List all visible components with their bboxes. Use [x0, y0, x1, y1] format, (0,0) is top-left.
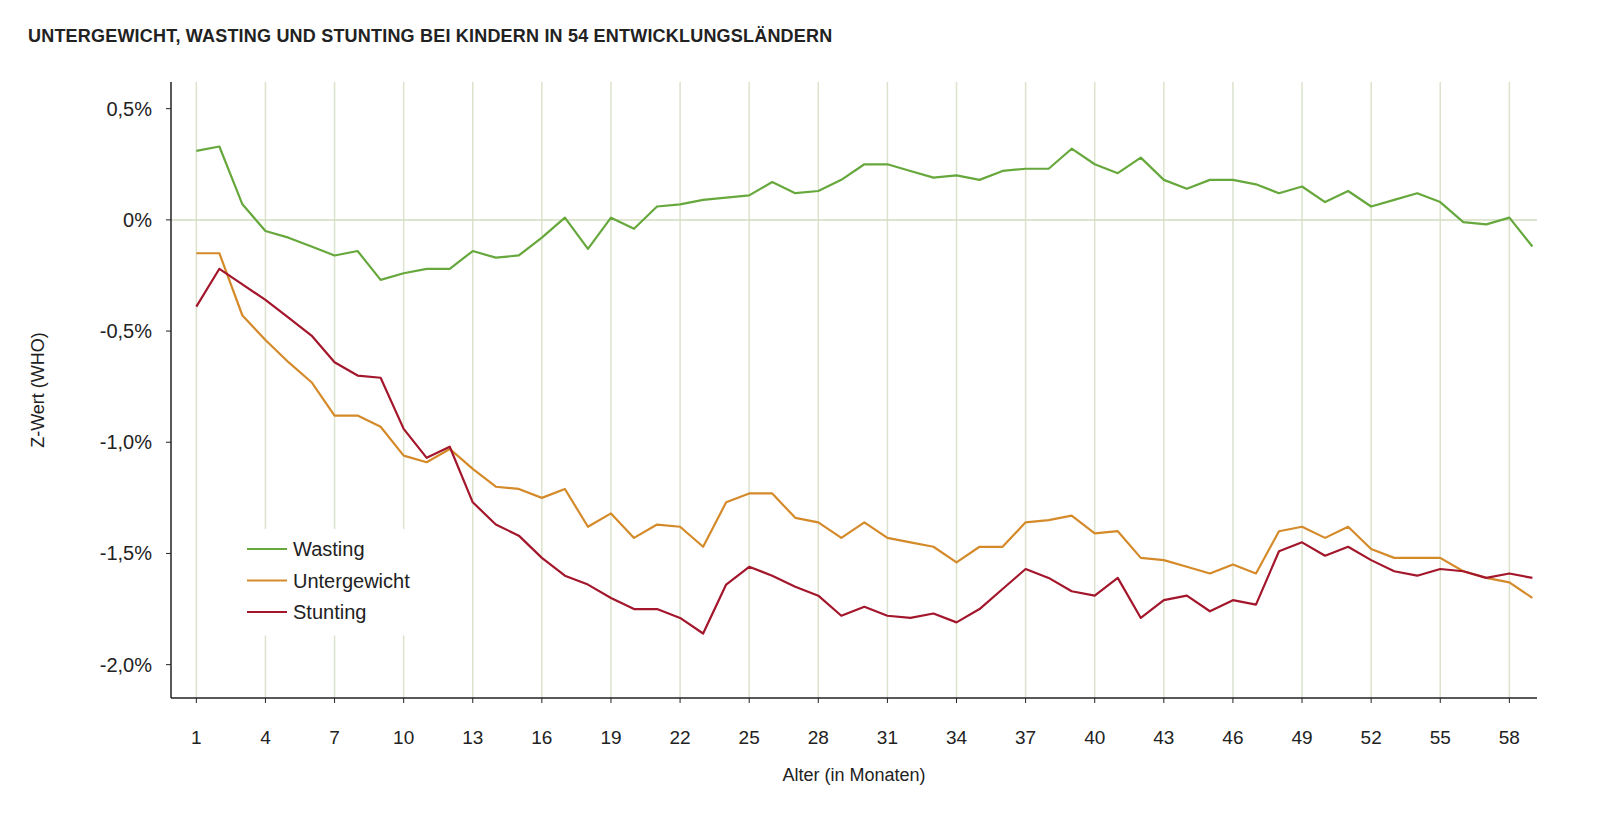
legend-swatch	[247, 611, 287, 613]
x-tick-label: 4	[260, 727, 271, 748]
grid-line-x	[196, 82, 198, 698]
grid-line-x	[887, 82, 889, 698]
x-tick-label: 10	[393, 727, 414, 748]
x-tick-label: 43	[1153, 727, 1174, 748]
y-tick-label: -1,0%	[100, 431, 152, 453]
x-tick-label: 31	[877, 727, 898, 748]
x-tick-label: 19	[600, 727, 621, 748]
x-tick-label: 46	[1222, 727, 1243, 748]
x-tick	[680, 698, 681, 703]
grid-line-x	[1163, 82, 1165, 698]
y-axis-line	[170, 82, 172, 698]
y-tick-label: -0,5%	[100, 320, 152, 342]
x-tick	[1509, 698, 1510, 703]
y-tick-label: 0,5%	[106, 98, 152, 120]
grid-line-y	[171, 219, 1537, 221]
y-tick-label: -2,0%	[100, 654, 152, 676]
chart: UNTERGEWICHT, WASTING UND STUNTING BEI K…	[0, 0, 1600, 815]
grid-line-x	[1440, 82, 1442, 698]
grid-line-x	[679, 82, 681, 698]
y-tick	[166, 442, 171, 443]
y-tick-label: -1,5%	[100, 542, 152, 564]
x-tick-label: 55	[1430, 727, 1451, 748]
x-axis-title: Alter (in Monaten)	[782, 765, 925, 785]
legend: Wasting Untergewicht Stunting	[239, 529, 439, 636]
grid-line-x	[1025, 82, 1027, 698]
x-tick	[541, 698, 542, 703]
legend-swatch	[247, 579, 287, 581]
grid-line-x	[1232, 82, 1234, 698]
x-tick-label: 40	[1084, 727, 1105, 748]
x-tick	[403, 698, 404, 703]
x-tick	[887, 698, 888, 703]
legend-label: Stunting	[293, 601, 366, 623]
legend-label: Wasting	[293, 538, 365, 560]
x-tick	[1440, 698, 1441, 703]
grid-line-x	[1094, 82, 1096, 698]
series-line	[196, 269, 1532, 634]
x-tick	[1163, 698, 1164, 703]
x-tick-label: 1	[191, 727, 202, 748]
y-tick	[166, 219, 171, 220]
x-tick	[1232, 698, 1233, 703]
x-tick	[472, 698, 473, 703]
y-tick-label: 0%	[123, 209, 152, 231]
x-tick-label: 22	[670, 727, 691, 748]
grid	[171, 82, 1537, 698]
y-tick	[166, 664, 171, 665]
grid-line-x	[541, 82, 543, 698]
y-tick	[166, 331, 171, 332]
legend-background	[239, 529, 439, 636]
x-tick-label: 37	[1015, 727, 1036, 748]
x-tick-label: 7	[329, 727, 340, 748]
x-tick	[1094, 698, 1095, 703]
x-tick	[956, 698, 957, 703]
series-line	[196, 146, 1532, 279]
grid-line-x	[1370, 82, 1372, 698]
y-tick	[166, 108, 171, 109]
x-tick-label: 13	[462, 727, 483, 748]
title: UNTERGEWICHT, WASTING UND STUNTING BEI K…	[28, 26, 832, 46]
x-tick-label: 58	[1499, 727, 1520, 748]
x-tick-label: 34	[946, 727, 968, 748]
x-tick-label: 25	[739, 727, 760, 748]
x-tick-label: 28	[808, 727, 829, 748]
x-tick-label: 52	[1361, 727, 1382, 748]
x-tick	[265, 698, 266, 703]
grid-line-x	[472, 82, 474, 698]
x-tick	[749, 698, 750, 703]
grid-line-x	[748, 82, 750, 698]
legend-label: Untergewicht	[293, 570, 410, 592]
grid-line-x	[610, 82, 612, 698]
y-axis-title: Z-Wert (WHO)	[28, 332, 48, 448]
y-tick	[166, 553, 171, 554]
x-tick	[196, 698, 197, 703]
x-tick-label: 16	[531, 727, 552, 748]
x-tick-label: 49	[1291, 727, 1312, 748]
grid-line-x	[1509, 82, 1511, 698]
x-tick	[610, 698, 611, 703]
x-tick	[334, 698, 335, 703]
x-tick	[818, 698, 819, 703]
grid-line-x	[818, 82, 820, 698]
legend-swatch	[247, 548, 287, 550]
grid-line-x	[1301, 82, 1303, 698]
x-tick	[1371, 698, 1372, 703]
x-tick	[1302, 698, 1303, 703]
x-tick	[1025, 698, 1026, 703]
x-axis-line	[171, 697, 1537, 699]
